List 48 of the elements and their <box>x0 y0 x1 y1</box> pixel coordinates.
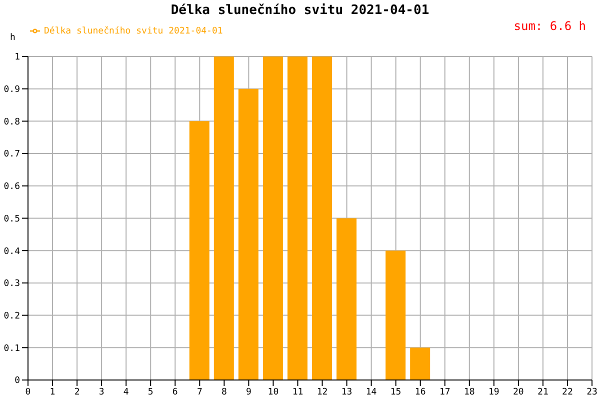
y-tick-label: 0.1 <box>4 344 20 354</box>
x-tick-label: 4 <box>123 387 129 398</box>
x-tick-label: 7 <box>196 387 202 398</box>
x-tick-label: 11 <box>292 387 304 398</box>
x-tick-label: 14 <box>366 387 377 398</box>
x-tick-label: 0 <box>25 387 31 398</box>
chart-title: Délka slunečního svitu 2021-04-01 <box>170 3 430 18</box>
x-tick-label: 6 <box>172 387 178 398</box>
x-tick-label: 13 <box>341 387 352 398</box>
y-tick-label: 0.2 <box>4 311 20 322</box>
bar <box>312 56 332 380</box>
bar <box>386 250 406 380</box>
bar <box>410 348 430 380</box>
bar <box>336 218 357 380</box>
x-tick-label: 21 <box>538 387 548 398</box>
x-tick-label: 5 <box>148 387 154 398</box>
x-tick-label: 3 <box>98 387 104 398</box>
y-tick-label: 0.6 <box>4 182 20 192</box>
text: sum: 6.6 h <box>514 19 586 33</box>
y-tick-label: 0.4 <box>4 246 20 257</box>
y-tick-label: 0.9 <box>4 85 20 96</box>
bar <box>238 88 258 380</box>
x-tick-label: 20 <box>513 387 524 398</box>
y-tick-label: 0.7 <box>4 150 20 160</box>
x-tick-label: 16 <box>414 387 426 398</box>
x-tick-label: 9 <box>246 387 252 398</box>
y-tick-label: 0.8 <box>4 117 20 128</box>
bar <box>214 56 234 380</box>
x-tick-label: 23 <box>586 387 598 398</box>
x-tick-label: 19 <box>488 387 500 398</box>
x-tick-label: 10 <box>268 387 279 398</box>
legend-label: Délka slunečního svitu 2021-04-01 <box>44 26 223 36</box>
bar <box>189 121 210 380</box>
x-tick-label: 22 <box>562 387 573 398</box>
x-tick-label: 2 <box>74 387 80 398</box>
x-tick-label: 12 <box>316 387 328 398</box>
y-tick-label: 1 <box>14 52 20 63</box>
y-tick-label: 0.3 <box>4 279 20 290</box>
x-tick-label: 18 <box>464 387 475 398</box>
y-axis-title: h <box>10 33 16 43</box>
x-tick-label: 8 <box>221 387 227 398</box>
x-tick-label: 1 <box>50 387 56 398</box>
y-tick-label: 0 <box>14 376 20 386</box>
y-tick-label: 0.5 <box>4 214 20 224</box>
bar <box>262 56 283 380</box>
bar <box>287 56 308 380</box>
x-tick-label: 17 <box>439 387 450 398</box>
x-tick-label: 15 <box>390 387 402 398</box>
